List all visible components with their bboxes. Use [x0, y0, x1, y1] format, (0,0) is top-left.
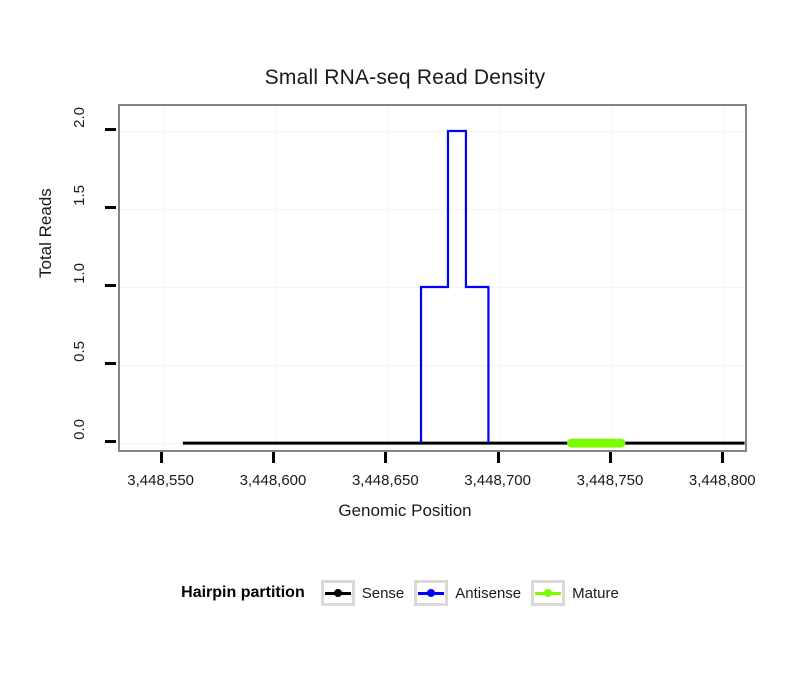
chart-title: Small RNA-seq Read Density: [264, 66, 546, 89]
legend-title: Hairpin partition: [181, 584, 305, 601]
x-axis-tick-label: 3,448,600: [239, 472, 307, 489]
y-axis-tick: [105, 440, 116, 444]
y-axis-tick: [105, 284, 116, 288]
y-axis-tick-label: 1.0: [62, 263, 96, 289]
x-axis-tick: [159, 452, 163, 463]
legend-item-label: Mature: [572, 584, 619, 602]
y-axis-tick-text: 2.0: [70, 106, 88, 128]
y-axis-tick-text: 0.5: [70, 341, 88, 362]
y-axis-tick: [105, 205, 116, 209]
x-axis-tick: [272, 452, 275, 463]
gridline-vertical: [724, 106, 725, 450]
legend-key-swatch: [414, 580, 449, 606]
legend: Hairpin partition Sense Antisense Mature: [0, 580, 810, 606]
legend-key-swatch: [531, 580, 566, 606]
y-axis-tick: [105, 127, 116, 131]
gridline-horizontal: [120, 365, 745, 366]
gridline-vertical: [163, 106, 164, 450]
gridline-vertical: [500, 106, 501, 450]
x-axis-tick: [608, 452, 612, 463]
legend-key-swatch: [320, 580, 355, 606]
x-axis-tick-label: 3,448,650: [351, 472, 419, 489]
y-axis-title: Total Reads: [36, 188, 55, 278]
x-axis-tick-label: 3,448,750: [576, 472, 644, 489]
x-axis-tick: [384, 452, 388, 463]
plot-area: [120, 106, 745, 450]
legend-key-line: [418, 589, 445, 597]
x-axis-tick: [721, 452, 725, 463]
gridline-vertical: [612, 106, 613, 450]
y-axis-tick-text: 1.0: [70, 263, 88, 284]
gridline-vertical: [387, 106, 388, 450]
legend-key-dot-icon: [544, 589, 553, 597]
y-axis-tick-label: 1.5: [62, 185, 96, 211]
legend-key-line: [535, 589, 562, 597]
x-axis-tick-label: 3,448,800: [688, 472, 756, 489]
y-axis-tick-label: 2.0: [62, 107, 96, 133]
x-axis-tick: [496, 452, 500, 463]
legend-key-dot-icon: [427, 589, 436, 597]
legend-item-sense[interactable]: Sense: [320, 580, 405, 606]
series-layer: [182, 129, 745, 448]
y-axis-tick-label: 0.5: [62, 341, 96, 367]
legend-item-label: Antisense: [455, 584, 522, 602]
x-axis-tick-label: 3,448,550: [127, 472, 195, 489]
gridline-horizontal: [120, 209, 745, 210]
gridline-horizontal: [120, 131, 745, 132]
y-axis-tick-text: 0.0: [70, 419, 88, 440]
y-axis-tick-label: 0.0: [62, 419, 96, 445]
legend-key-dot-icon: [333, 589, 342, 597]
y-axis-tick-text: 1.5: [70, 184, 88, 206]
gridline-vertical: [275, 106, 276, 450]
legend-items: Sense Antisense Mature: [320, 580, 629, 606]
y-axis-tick: [105, 362, 116, 366]
plot-panel: [118, 104, 747, 452]
x-axis-tick-label: 3,448,700: [464, 472, 531, 489]
legend-item-label: Sense: [361, 584, 405, 602]
legend-item-antisense[interactable]: Antisense: [414, 580, 521, 606]
legend-key-line: [324, 589, 351, 597]
series-line-antisense: [419, 129, 490, 444]
x-axis-title: Genomic Position: [338, 501, 472, 520]
legend-item-mature[interactable]: Mature: [531, 580, 619, 606]
